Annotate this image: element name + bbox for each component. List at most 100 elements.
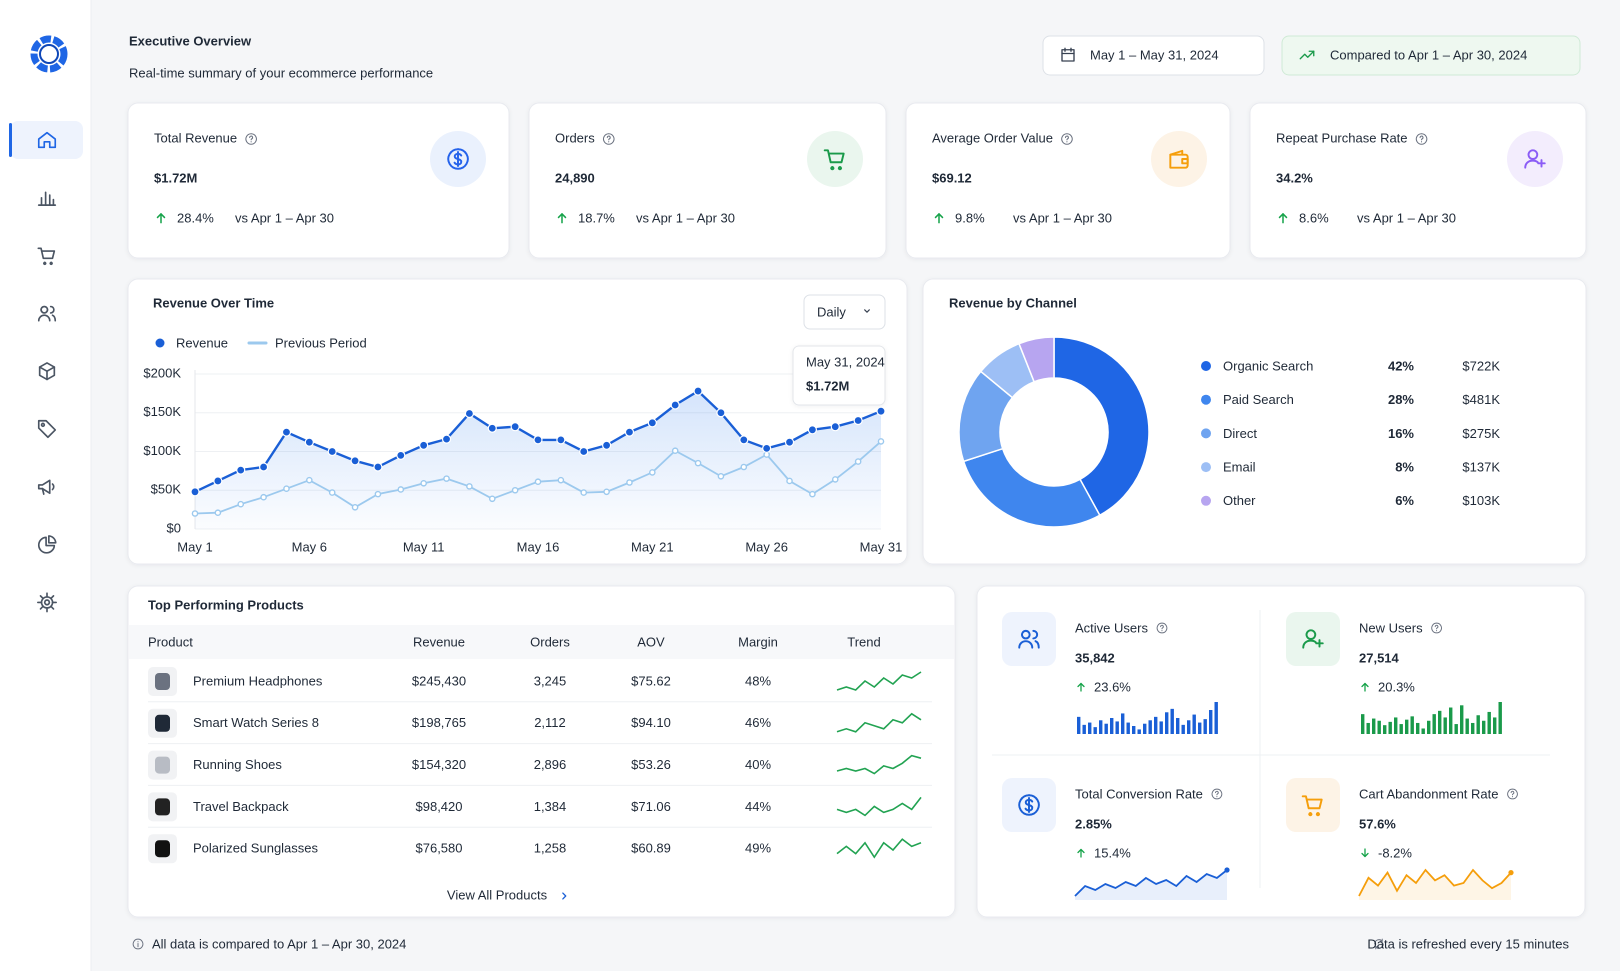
y-tick-label: $200K [143,365,181,380]
trend-bar [1121,713,1125,734]
revenue-point [213,476,223,486]
kpi-icon-part [823,149,845,164]
previous-point [671,447,679,455]
trend-sparkline [836,671,922,691]
trend-bar [1372,718,1376,734]
metric-label: Cart Abandonment Rate [1359,786,1498,801]
metric-icon-part [1302,639,1317,649]
metric-value: 27,514 [1359,650,1400,665]
metric-icon [1018,629,1040,649]
revenue-point [601,440,612,450]
chart-title: Revenue by Channel [949,295,1077,310]
kpi-change: 28.4% [177,210,214,225]
previous-point [717,472,725,480]
refresh-icon-part [1375,946,1379,950]
legend-dot [1201,394,1211,405]
revenue-point [807,425,818,435]
kpi-icon [823,149,845,171]
chevron [864,309,870,313]
nav-icon[interactable] [37,305,57,322]
nav-icon[interactable] [37,247,56,266]
nav-icon[interactable] [37,592,57,613]
previous-point [557,476,565,484]
revenue-point [373,462,383,472]
nav-icon[interactable] [38,362,56,381]
previous-point [191,510,199,517]
revenue-point [190,487,200,497]
trend-bar [1181,724,1185,734]
product-thumb-shape [155,673,170,690]
column-header: Trend [847,634,880,649]
trend-bar [1427,720,1431,734]
trend-bar [1126,722,1130,734]
trend-bar [1438,710,1442,734]
trend-bar [1476,715,1480,734]
interval-select[interactable] [803,294,886,330]
nav-icon-part [37,592,57,613]
help-icon-part [1061,133,1073,145]
table-cell: 46% [745,715,771,730]
revenue-point [693,386,703,396]
help-icon-part [1211,788,1223,800]
nav-icon[interactable] [37,131,57,149]
column-header: Orders [530,634,570,649]
metric-icon-part [1021,629,1031,640]
chevron-part [562,892,567,900]
metric-icon-part [1034,640,1040,649]
legend-dot [155,338,165,348]
nav-icon[interactable] [37,535,57,554]
refresh-icon [1374,938,1384,950]
help-icon-part [245,133,257,145]
revenue-point [670,400,680,410]
kpi-value: $69.12 [932,170,972,185]
trend-bar [1366,722,1370,734]
tooltip [792,345,886,406]
previous-point [534,478,542,486]
previous-point [831,476,839,483]
previous-point [694,459,702,467]
revenue-point [647,418,657,428]
nav-icon[interactable] [37,419,57,439]
date-button[interactable] [1042,35,1265,76]
down-arrow [1361,848,1369,858]
page-title: Executive Overview [129,33,252,48]
trend-bar [1460,705,1464,734]
nav-icon[interactable] [37,191,57,206]
nav-active-bg [10,121,83,159]
nav-icon-part [41,487,45,495]
metric-change: 23.6% [1094,679,1131,694]
legend-label: Paid Search [1223,392,1294,407]
footer-refresh: Data is refreshed every 15 minutes [1367,936,1569,951]
trend-bar [1465,718,1469,734]
up-arrow [934,213,944,224]
metric-change: 20.3% [1378,679,1415,694]
help-icon-part [1415,133,1428,145]
donut-slice [1018,336,1055,383]
trend-bar [1421,728,1425,734]
kpi-card [127,102,510,259]
legend-amount: $137K [1462,460,1500,475]
compare-button[interactable] [1281,35,1581,76]
metric-icon-part [1315,639,1324,648]
column-header: Product [148,634,193,649]
previous-point [809,490,816,498]
view-all-link[interactable]: View All Products [447,887,548,902]
table-cell: $53.26 [631,757,671,772]
revenue-point [281,427,292,437]
nav-icon-part [40,305,49,314]
y-tick-label: $0 [167,520,181,535]
legend-amount: $722K [1462,358,1500,373]
column-header: Revenue [413,634,465,649]
date-range: May 1 – May 31, 2024 [1090,47,1219,62]
revenue-point [739,435,749,445]
x-tick-label: May 6 [292,539,327,554]
trend-bar [1203,719,1207,734]
kpi-value: $1.72M [154,170,197,185]
trend-bar [1443,717,1447,734]
kpi-icon-part [1527,149,1539,160]
trend-bar [1214,702,1218,734]
help-icon [1156,622,1168,634]
product-thumb-shape [155,756,170,774]
nav-icon[interactable] [37,479,55,495]
page-subtitle: Real-time summary of your ecommerce perf… [129,65,433,80]
